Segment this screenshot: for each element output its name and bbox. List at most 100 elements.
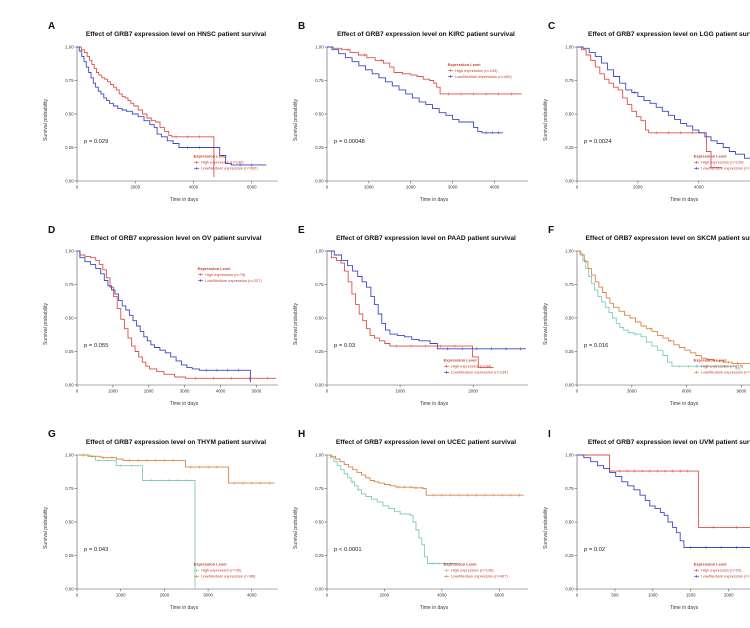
y-tick-label: 1.00 [315, 248, 324, 253]
x-axis-label: Time in days [419, 400, 449, 407]
figure-grid: A Effect of GRB7 expression level on HNS… [40, 21, 750, 611]
x-tick-label: 0 [326, 592, 329, 597]
chart-title: Effect of GRB7 expression level on LGG p… [588, 31, 750, 38]
x-axis-label: Time in days [669, 196, 699, 203]
censor-marks [648, 326, 739, 365]
y-tick-label: 1.00 [565, 248, 574, 253]
y-axis-label: Survival probability [540, 41, 551, 199]
y-axis-label: Survival probability [290, 449, 301, 607]
y-tick-label: 0.75 [315, 78, 324, 83]
x-tick-label: 3000 [627, 388, 637, 393]
p-value-label: p = 0.055 [84, 342, 108, 348]
x-axis-label: Time in days [669, 604, 699, 611]
x-tick-label: 4000 [694, 184, 704, 189]
legend-entry-label: Low/Medium expression (n=227) [205, 277, 262, 282]
legend-entry-label: Low/Medium expression (n=400) [455, 73, 512, 78]
panel-letter: A [48, 21, 56, 32]
x-tick-label: 2000 [380, 592, 390, 597]
y-axis-label-text: Survival probability [292, 302, 299, 345]
x-tick-label: 0 [326, 388, 329, 393]
y-tick-label: 0.25 [565, 145, 574, 150]
axes [324, 250, 528, 387]
survival-curve-high [327, 250, 494, 368]
chart-title: Effect of GRB7 expression level on UCEC … [335, 439, 517, 446]
survival-plot: 1.00 0.75 0.50 0.25 0.000 3000 6000 9000 p = 0.0… [565, 248, 750, 393]
x-axis-label: Time in days [419, 604, 449, 611]
plot-body: Survival probability 1.00 0.75 0.50 0.25 0.0… [40, 245, 290, 403]
survival-plot: 1.00 0.75 0.50 0.25 0.000 1000 2000 3000 4000 p =… [315, 44, 528, 189]
y-axis-label: Survival probability [290, 41, 301, 199]
survival-curve-low-medium [577, 250, 750, 364]
y-tick-label: 0.00 [315, 178, 324, 183]
legend-entry-label: High expression (n=76) [205, 271, 246, 276]
censor-marks [194, 376, 269, 380]
censor-marks [346, 47, 513, 95]
censor-marks [345, 471, 452, 565]
legend-title: Expression Level [448, 61, 481, 66]
panel-letter: I [548, 429, 551, 440]
panel-letter: G [48, 429, 56, 440]
y-tick-label: 0.00 [565, 586, 574, 591]
survival-plot: 1.00 0.75 0.50 0.25 0.000 2000 4000 6000 p < 0.0… [315, 452, 528, 597]
x-tick-label: 0 [76, 388, 79, 393]
axes [574, 46, 750, 183]
x-axis-label: Time in days [419, 196, 449, 203]
y-axis-label-text: Survival probability [292, 506, 299, 549]
censor-marks [97, 458, 188, 482]
axes [574, 250, 750, 387]
chart-title: Effect of GRB7 expression level on KIRC … [337, 31, 515, 38]
survival-curve-high [577, 250, 741, 369]
y-axis-label-text: Survival probability [292, 98, 299, 141]
legend-entry-label: High expression (n=133) [455, 67, 498, 72]
km-panel: G Effect of GRB7 expression level on THY… [40, 424, 290, 628]
y-tick-label: 0.50 [65, 111, 74, 116]
legend-title: Expression Level [694, 561, 727, 566]
survival-curve-low-medium [577, 46, 750, 159]
y-tick-label: 0.50 [565, 111, 574, 116]
y-axis-label-text: Survival probability [42, 98, 49, 141]
survival-curve-high [577, 454, 750, 528]
x-tick-label: 1000 [108, 388, 118, 393]
y-tick-label: 0.50 [65, 315, 74, 320]
y-axis-label: Survival probability [40, 449, 51, 607]
censor-marks [186, 145, 253, 166]
y-tick-label: 0.75 [65, 78, 74, 83]
panel-letter: E [298, 225, 305, 236]
x-tick-label: 0 [576, 184, 579, 189]
axes [324, 454, 528, 591]
y-tick-label: 0.50 [65, 519, 74, 524]
survival-plot: 1.00 0.75 0.50 0.25 0.000 1000 2000 3000 4000 500… [65, 248, 278, 393]
y-axis-label-text: Survival probability [542, 302, 549, 345]
x-tick-label: 1000 [648, 592, 658, 597]
survival-curve-high [577, 46, 722, 168]
panel-letter: B [298, 21, 306, 32]
y-tick-label: 1.00 [315, 452, 324, 457]
survival-curve-high [327, 46, 522, 94]
survival-curve-low-medium [327, 46, 503, 133]
legend-entry-label: High expression (n=129) [701, 159, 744, 164]
legend-title: Expression Level [694, 357, 727, 362]
y-tick-label: 0.75 [565, 486, 574, 491]
legend-title: Expression Level [194, 153, 227, 158]
panel-letter: C [548, 21, 556, 32]
y-tick-label: 0.00 [565, 382, 574, 387]
survival-curve-high [77, 454, 196, 589]
plot-body: Survival probability 1.00 0.75 0.50 0.25 0.0… [40, 449, 290, 607]
y-tick-label: 0.75 [65, 486, 74, 491]
panel-letter: H [298, 429, 306, 440]
y-tick-label: 0.25 [65, 145, 74, 150]
plot-body: Survival probability 1.00 0.75 0.50 0.25 0.0… [540, 245, 750, 403]
survival-plot: 1.00 0.75 0.50 0.25 0.000 1000 2000 p = 0.03 Exp… [315, 248, 528, 393]
survival-curve-high [77, 250, 277, 379]
survival-curve-high [77, 46, 215, 177]
y-axis-label: Survival probability [40, 245, 51, 403]
survival-curve-low-medium [77, 46, 267, 165]
p-value-label: p < 0.0001 [334, 546, 362, 552]
y-axis-label-text: Survival probability [542, 506, 549, 549]
km-panel: F Effect of GRB7 expression level on SKC… [540, 220, 750, 424]
axes [74, 250, 278, 387]
km-panel: H Effect of GRB7 expression level on UCE… [290, 424, 540, 628]
